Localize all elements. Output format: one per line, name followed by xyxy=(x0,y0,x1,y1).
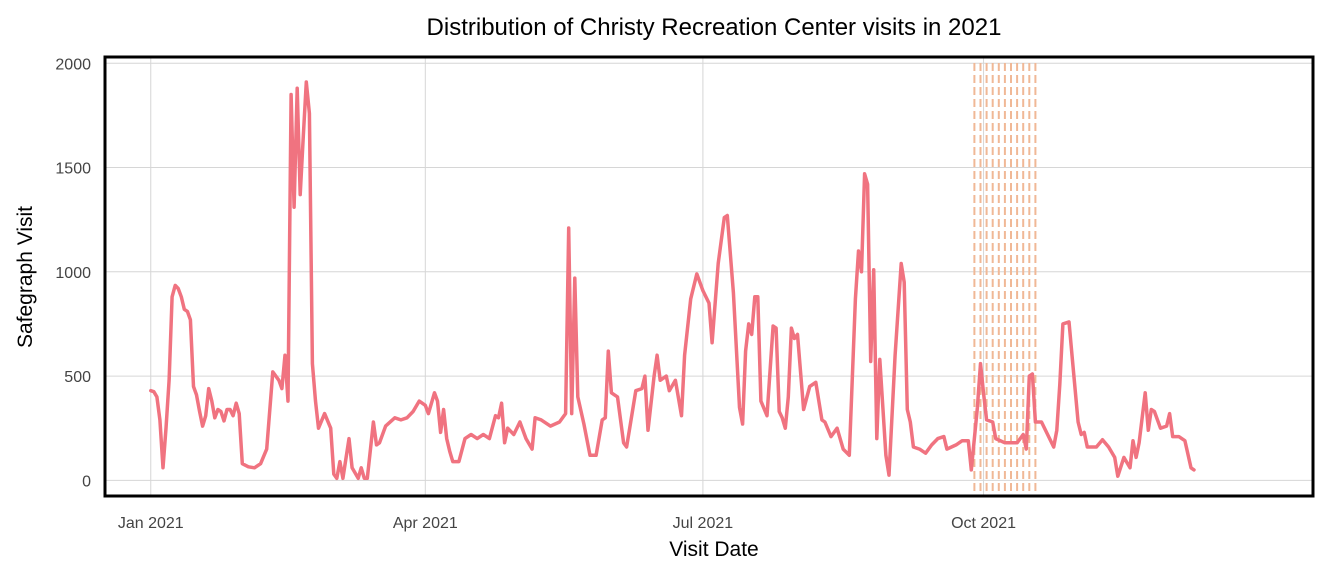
y-tick-label: 500 xyxy=(64,369,91,386)
y-tick-label: 1500 xyxy=(55,161,91,178)
x-tick-label: Oct 2021 xyxy=(951,515,1016,532)
x-axis-ticks: Jan 2021 Apr 2021 Jul 2021 Oct 2021 xyxy=(118,515,1016,532)
x-tick-label: Apr 2021 xyxy=(393,515,458,532)
y-tick-label: 0 xyxy=(82,473,91,490)
y-tick-label: 2000 xyxy=(55,56,91,73)
y-axis-ticks: 0 500 1000 1500 2000 xyxy=(55,56,91,490)
series-layer xyxy=(149,80,1196,481)
visits-series-line xyxy=(149,80,1196,481)
x-tick-label: Jul 2021 xyxy=(673,515,734,532)
y-axis-title: Safegraph Visit xyxy=(14,206,37,348)
chart-title: Distribution of Christy Recreation Cente… xyxy=(427,14,1002,41)
plot-border xyxy=(103,55,1315,498)
y-tick-label: 1000 xyxy=(55,265,91,282)
x-axis-title: Visit Date xyxy=(669,538,759,561)
x-tick-label: Jan 2021 xyxy=(118,515,184,532)
grid-layer xyxy=(105,57,1313,496)
